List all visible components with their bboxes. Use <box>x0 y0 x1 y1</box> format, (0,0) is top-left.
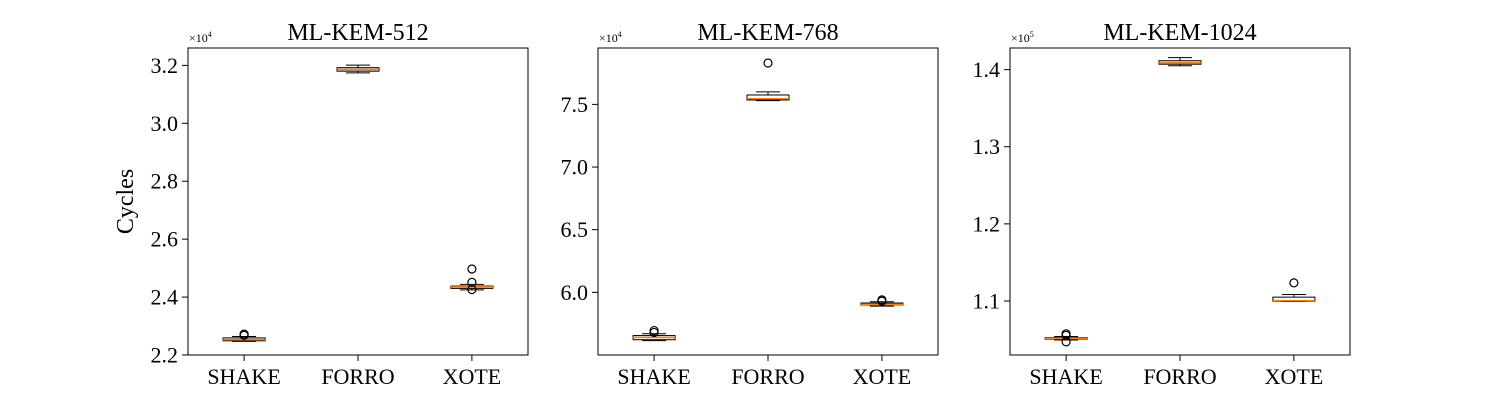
axis-multiplier: ×104 <box>599 30 622 45</box>
axis-multiplier-exp: 4 <box>208 30 212 39</box>
axis-multiplier-base: ×10 <box>189 31 208 45</box>
axis-multiplier: ×105 <box>1011 30 1034 45</box>
x-tick-label-forro: FORRO <box>731 364 804 389</box>
y-tick-label: 3.0 <box>151 111 179 136</box>
y-tick-label: 6.0 <box>561 280 589 305</box>
x-tick-label-shake: SHAKE <box>1029 364 1102 389</box>
chart-title: ML-KEM-512 <box>287 20 428 46</box>
axis-multiplier-exp: 4 <box>618 30 622 39</box>
y-tick-label: 2.4 <box>151 285 179 310</box>
y-tick-label: 1.2 <box>973 211 1001 236</box>
chart-title: ML-KEM-1024 <box>1103 20 1256 46</box>
outlier-point <box>467 277 477 287</box>
box-xote <box>450 264 494 295</box>
y-tick-label: 3.2 <box>151 53 179 78</box>
x-tick-label-xote: XOTE <box>443 364 502 389</box>
outlier-point <box>239 329 249 339</box>
y-tick-label: 2.2 <box>151 343 179 368</box>
box-shake <box>632 325 676 342</box>
y-tick-label: 2.6 <box>151 227 179 252</box>
axis-multiplier-exp: 5 <box>1030 30 1034 39</box>
outlier-point <box>1061 329 1071 339</box>
y-tick-label: 2.8 <box>151 169 179 194</box>
outlier-point <box>467 264 477 274</box>
x-tick-label-shake: SHAKE <box>207 364 280 389</box>
y-tick-label: 7.5 <box>561 92 589 117</box>
chart-panel-1: ML-KEM-512 ×104 2.2 2.4 2.6 2.8 3.0 3.2 Cycles SH… <box>113 20 529 389</box>
plot-frame <box>1009 47 1351 356</box>
x-tick-label-xote: XOTE <box>1265 364 1324 389</box>
outlier-point <box>763 58 773 68</box>
box-shake <box>1044 329 1088 347</box>
box-forro <box>1158 57 1202 67</box>
chart-panel-2: ML-KEM-768 ×104 6.0 6.5 7.0 7.5 SHAKE FORRO XOTE <box>561 20 939 389</box>
y-tick-label: 7.0 <box>561 155 589 180</box>
x-tick-label-shake: SHAKE <box>617 364 690 389</box>
x-tick-label-forro: FORRO <box>321 364 394 389</box>
outlier-point <box>877 295 887 305</box>
y-tick-label: 1.3 <box>973 134 1001 159</box>
chart-panel-3: ML-KEM-1024 ×105 1.1 1.2 1.3 1.4 SHAKE FORRO XOT… <box>973 20 1351 389</box>
outlier-point <box>1289 278 1299 288</box>
y-axis-label: Cycles <box>113 169 139 234</box>
outlier-point <box>649 325 659 336</box>
box-body <box>746 94 790 101</box>
box-shake <box>222 329 266 342</box>
plot-frame <box>187 47 529 356</box>
chart-title: ML-KEM-768 <box>697 20 838 46</box>
outlier-point <box>467 284 477 295</box>
box-xote <box>1272 278 1316 302</box>
box-forro <box>746 58 790 102</box>
axis-multiplier-base: ×10 <box>1011 31 1030 45</box>
y-tick-label: 1.1 <box>973 289 1001 314</box>
y-tick-label: 1.4 <box>973 57 1001 82</box>
axis-multiplier-base: ×10 <box>599 31 618 45</box>
axis-multiplier: ×104 <box>189 30 212 45</box>
x-tick-label-xote: XOTE <box>853 364 912 389</box>
x-tick-label-forro: FORRO <box>1143 364 1216 389</box>
box-xote <box>860 295 904 307</box>
y-tick-label: 6.5 <box>561 217 589 242</box>
box-forro <box>336 64 380 74</box>
